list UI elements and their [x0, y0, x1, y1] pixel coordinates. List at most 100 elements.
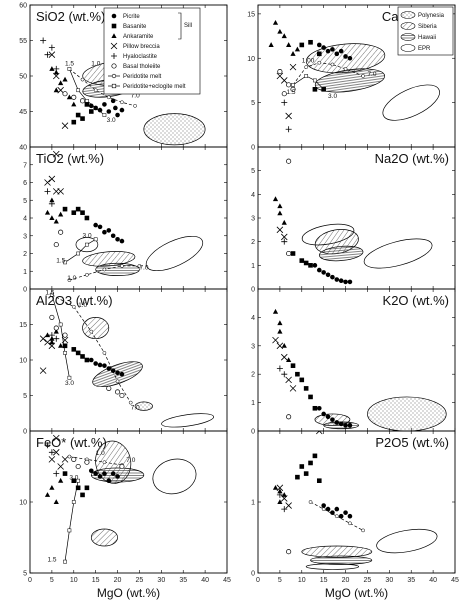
legend-marker — [111, 23, 117, 29]
ankaramite-point — [71, 101, 77, 107]
pillow-breccia-point — [44, 338, 51, 346]
melt-curve-point — [348, 521, 352, 526]
picrite-point — [97, 362, 103, 368]
pillow-breccia-point — [44, 179, 51, 186]
pillow-breccia-point — [48, 51, 56, 58]
basal-tholeiite-point — [286, 414, 292, 420]
x-axis-label: MgO (wt.%) — [325, 586, 388, 600]
hyaloclastite-point — [48, 200, 55, 207]
ankaramite-point — [58, 80, 64, 86]
legend-group-label: Sill — [184, 23, 192, 29]
melt-curve-point — [137, 264, 142, 268]
field-epr — [134, 401, 153, 411]
x-tick-label: 0 — [256, 577, 260, 584]
basanite-point — [312, 405, 318, 411]
plot-area — [272, 158, 433, 285]
ankaramite-point — [277, 28, 283, 34]
ankaramite-point — [277, 328, 283, 334]
ankaramite-point — [49, 339, 55, 345]
basanite-point — [75, 112, 81, 118]
series-hyaloclastite — [48, 332, 60, 342]
pressure-label: 1.5 — [56, 257, 65, 264]
ankaramite-point — [281, 343, 287, 348]
basanite-point — [84, 102, 90, 107]
pillow-breccia-point — [276, 226, 284, 234]
melt-curve-point — [133, 103, 137, 108]
melt-curve-point — [334, 514, 339, 519]
hyaloclastite-point — [276, 491, 283, 498]
picrite-point — [88, 103, 94, 109]
picrite-point — [93, 471, 98, 476]
series-picrite — [316, 42, 353, 61]
basanite-point — [316, 478, 322, 483]
picrite-point — [97, 474, 103, 479]
picrite-point — [343, 510, 348, 515]
y-tick-label: 60 — [19, 3, 27, 10]
pillow-breccia-point — [48, 175, 56, 183]
x-tick-label: 45 — [223, 577, 231, 584]
y-tick-label: 0 — [251, 287, 255, 294]
pillow-breccia-point — [61, 336, 69, 344]
pressure-label: 1.5 — [45, 290, 54, 297]
legend-entry: Peridotite melt — [123, 74, 162, 80]
x-tick-label: 10 — [70, 577, 78, 584]
x-tick-label: 15 — [320, 577, 328, 584]
series-ankaramite — [272, 485, 287, 504]
legend-entry: Basal tholeiite — [123, 64, 161, 70]
plot-area — [44, 434, 197, 564]
pressure-label: 3.0 — [83, 233, 92, 240]
melt-curve-point — [85, 99, 89, 103]
ankaramite-point — [290, 51, 296, 56]
y-tick-label: 10 — [19, 358, 27, 365]
picrite-point — [325, 414, 331, 420]
y-tick-label: 6 — [23, 180, 27, 187]
series-picrite — [321, 503, 353, 519]
melt-curve-point — [67, 67, 72, 71]
picrite-point — [316, 405, 322, 411]
legend-swatch — [400, 33, 416, 41]
picrite-point — [312, 263, 318, 268]
series-pillow-breccia — [276, 431, 323, 509]
pressure-label: 3.0 — [65, 380, 74, 387]
basal-tholeiite-point — [49, 314, 55, 320]
pillow-breccia-point — [285, 376, 292, 384]
melt-curve-point — [63, 260, 67, 265]
pressure-label: 1.0 — [78, 302, 87, 309]
basal-tholeiite-point — [71, 94, 77, 100]
x-tick-label: 35 — [407, 577, 415, 584]
series-basal-tholeiite — [62, 91, 86, 104]
pillow-breccia-point — [280, 233, 288, 241]
panel-k2o-wt: 0 1 2 3 4 K2O (wt.%) — [251, 288, 456, 436]
pillow-breccia-point — [52, 434, 60, 442]
picrite-point — [330, 47, 335, 52]
picrite-point — [106, 366, 112, 371]
basal-tholeiite-point — [286, 549, 292, 555]
legend-entry: Basanite — [123, 24, 147, 30]
basanite-point — [312, 453, 318, 459]
basal-tholeiite-point — [277, 69, 283, 75]
series-picrite — [88, 357, 125, 377]
ankaramite-point — [53, 69, 59, 75]
pillow-breccia-point — [57, 86, 64, 94]
melt-curve-point — [120, 264, 124, 268]
picrite-point — [325, 272, 331, 278]
basanite-point — [71, 119, 77, 125]
series-hyaloclastite — [44, 188, 55, 207]
hyaloclastite-point — [281, 506, 288, 513]
pressure-label: 7.0 — [126, 457, 135, 464]
panel-na2o-wt: 0 1 2 3 4 5 Na2O (wt.%) — [251, 146, 456, 294]
picrite-point — [119, 107, 125, 113]
series-basal-tholeiite — [286, 549, 292, 555]
series-basanite — [295, 453, 322, 483]
series-ankaramite — [44, 477, 64, 504]
picrite-point — [115, 370, 120, 376]
picrite-point — [325, 506, 331, 512]
hyaloclastite-point — [44, 188, 51, 195]
series-basal-tholeiite — [71, 456, 125, 470]
panel-tio2-wt: 0 1 2 3 4 5 6 7 3.0 1.5 1.0 7.0 TiO2 (wt.%) — [23, 146, 228, 294]
field-hawaii — [319, 245, 364, 262]
melt-curve-point — [115, 379, 120, 384]
series-pillow-breccia — [272, 336, 297, 392]
